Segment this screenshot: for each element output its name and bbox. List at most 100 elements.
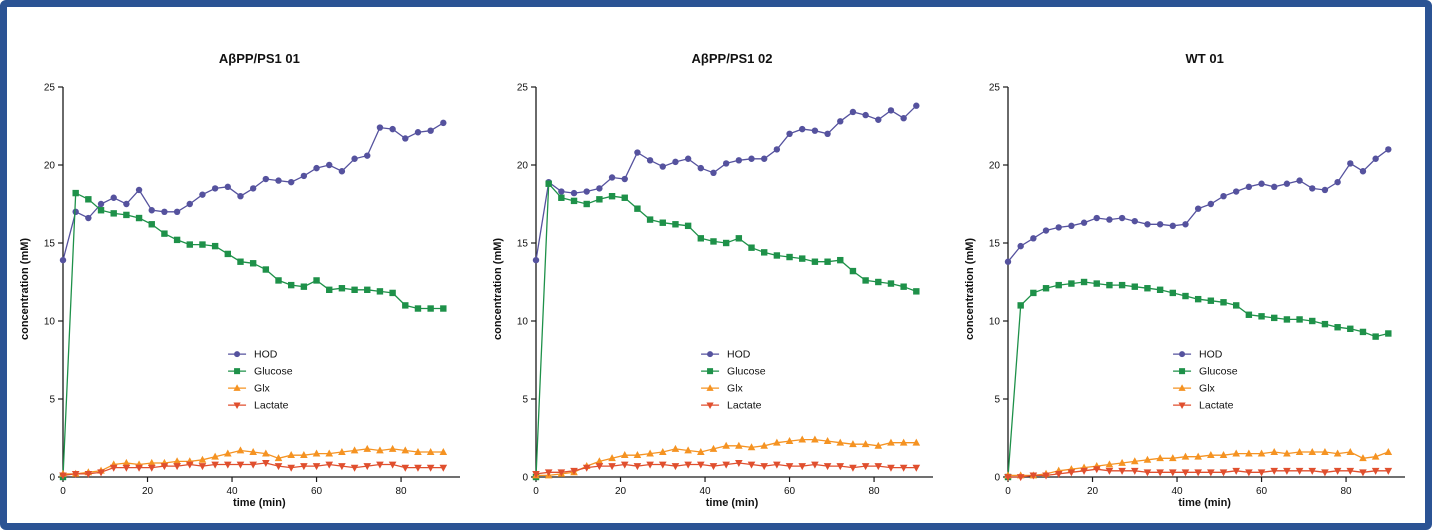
data-point-marker (1144, 221, 1151, 228)
data-point-marker (1220, 193, 1228, 200)
data-point-marker (1296, 177, 1304, 184)
data-point-marker (1347, 325, 1354, 332)
data-point-marker (760, 441, 768, 449)
data-point-marker (734, 460, 743, 468)
data-point-marker (198, 455, 207, 463)
data-point-marker (900, 115, 907, 122)
data-point-marker (1334, 449, 1342, 457)
data-point-marker (1017, 474, 1025, 482)
data-point-marker (1106, 281, 1113, 289)
data-point-marker (735, 157, 742, 164)
data-point-marker (1055, 281, 1063, 289)
data-point-marker (1233, 302, 1240, 309)
data-point-marker (1207, 200, 1215, 208)
data-point-marker (147, 458, 156, 466)
data-point-marker (1169, 289, 1177, 297)
data-point-marker (735, 235, 742, 242)
data-point-marker (706, 351, 713, 358)
data-point-marker (173, 463, 181, 471)
data-point-marker (633, 451, 641, 459)
data-point-marker (836, 256, 844, 264)
data-point-marker (1372, 452, 1380, 460)
data-point-marker (313, 164, 320, 172)
x-tick-label: 60 (784, 486, 796, 497)
data-point-marker (376, 288, 384, 295)
chart-canvas: 0 5 10 15 20 25 0 20 40 60 80 HOD Glucose Glx Lactate (44, 83, 460, 497)
data-point-marker (709, 238, 717, 245)
data-point-marker (1156, 454, 1165, 462)
data-point-marker (696, 447, 705, 455)
data-point-marker (900, 283, 907, 290)
data-point-marker (300, 172, 308, 180)
data-point-marker (237, 193, 244, 200)
data-point-marker (595, 185, 603, 192)
data-point-marker (1156, 469, 1165, 477)
data-point-marker (135, 464, 143, 472)
data-point-marker (439, 447, 448, 455)
data-point-marker (122, 464, 131, 472)
data-point-marker (364, 286, 371, 293)
data-point-marker (59, 472, 67, 480)
data-point-marker (595, 196, 603, 203)
series-line-hod (535, 105, 917, 261)
data-point-marker (110, 194, 117, 201)
legend-label-lactate: Lactate (727, 400, 762, 412)
data-point-marker (376, 124, 384, 131)
data-point-marker (1233, 188, 1240, 195)
data-point-marker (899, 438, 908, 446)
data-point-marker (414, 129, 422, 136)
data-point-marker (147, 464, 156, 472)
x-axis-label: time (min) (705, 497, 759, 509)
data-point-marker (350, 464, 359, 472)
data-point-marker (760, 155, 768, 162)
data-point-marker (1131, 217, 1139, 225)
data-point-marker (85, 196, 92, 203)
data-point-marker (1309, 185, 1316, 192)
data-point-marker (135, 186, 143, 194)
y-tick-label: 10 (517, 317, 529, 328)
data-point-marker (1005, 258, 1012, 265)
data-point-marker (274, 454, 283, 462)
data-point-marker (1182, 469, 1190, 477)
data-point-marker (810, 435, 819, 443)
data-point-marker (275, 277, 282, 284)
y-tick-label: 20 (989, 161, 1001, 172)
data-point-marker (312, 463, 321, 471)
y-tick-label: 10 (44, 317, 56, 328)
legend-label-hod: HOD (254, 349, 278, 361)
data-point-marker (1220, 469, 1228, 477)
data-point-marker (773, 146, 780, 153)
data-point-marker (1182, 221, 1190, 228)
data-point-marker (798, 125, 806, 133)
data-point-marker (338, 285, 346, 292)
data-point-marker (811, 258, 818, 265)
data-point-marker (836, 463, 844, 471)
data-point-marker (633, 149, 641, 156)
series-line-glucose (62, 192, 444, 478)
y-tick-label: 25 (989, 83, 1001, 94)
data-point-marker (1258, 469, 1266, 477)
data-point-marker (326, 286, 333, 293)
data-point-marker (861, 440, 870, 448)
data-point-marker (671, 221, 679, 228)
chart-canvas: 0 5 10 15 20 25 0 20 40 60 80 HOD Glucose Glx Lactate (989, 83, 1406, 497)
data-point-marker (1207, 297, 1215, 304)
y-tick-label: 0 (522, 473, 528, 484)
legend-label-glucose: Glucose (254, 366, 293, 378)
data-point-marker (706, 402, 714, 410)
data-point-marker (1372, 333, 1380, 340)
data-point-marker (237, 258, 244, 265)
data-point-marker (1105, 460, 1114, 468)
data-point-marker (1093, 214, 1101, 222)
data-point-marker (389, 125, 396, 133)
data-point-marker (684, 222, 692, 230)
data-point-marker (684, 446, 692, 454)
data-point-marker (287, 451, 295, 459)
data-point-marker (300, 451, 308, 459)
data-point-marker (274, 463, 283, 471)
data-point-marker (1105, 467, 1114, 475)
data-point-marker (798, 255, 806, 262)
data-point-marker (887, 107, 894, 114)
data-point-marker (1245, 469, 1254, 477)
